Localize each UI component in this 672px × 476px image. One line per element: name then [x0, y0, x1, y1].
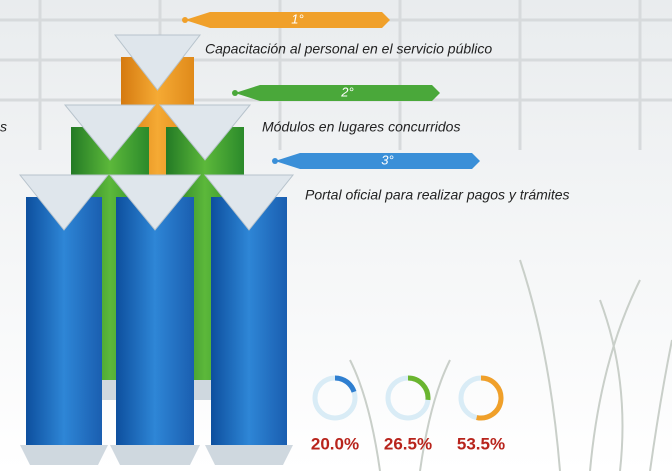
percent-label: 20.0% — [311, 434, 359, 453]
infographic: s 1° Capacitación al personal en el servi… — [0, 0, 672, 471]
pillar-body — [26, 197, 102, 445]
rank-banner — [185, 12, 390, 28]
pillar-body — [116, 197, 194, 445]
cut-text: s — [0, 119, 7, 135]
rank-text: Capacitación al personal en el servicio … — [205, 41, 492, 57]
rank-label: 3° — [381, 152, 393, 167]
pillar-body — [211, 197, 287, 445]
rank-banner — [235, 85, 440, 101]
rank-label: 1° — [291, 11, 303, 26]
rank-text: Portal oficial para realizar pagos y trá… — [305, 187, 570, 203]
pillar-base — [110, 445, 200, 465]
rank-text: Módulos en lugares concurridos — [262, 119, 460, 135]
pillar-base — [205, 445, 293, 465]
pillar-base — [20, 445, 108, 465]
rank-label: 2° — [340, 84, 353, 99]
percent-label: 53.5% — [457, 434, 505, 453]
percent-label: 26.5% — [384, 434, 432, 453]
rank-banner — [275, 153, 480, 169]
